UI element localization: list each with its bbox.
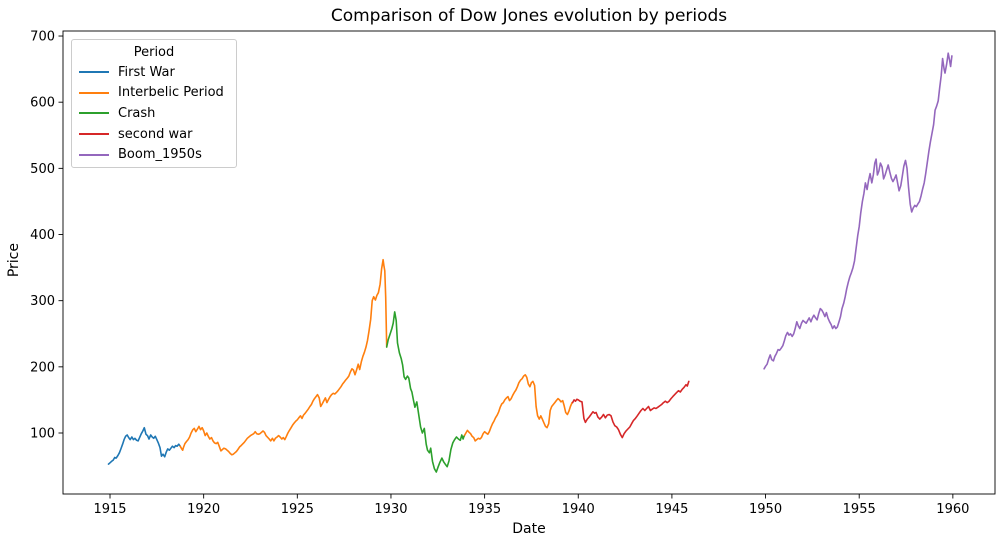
series-lines <box>107 52 953 473</box>
series-line-first-war <box>107 426 181 465</box>
y-tick-label: 600 <box>30 96 55 111</box>
x-tick-label: 1935 <box>468 502 501 517</box>
chart-title: Comparison of Dow Jones evolution by per… <box>330 6 728 26</box>
y-tick-label: 400 <box>30 228 55 243</box>
legend-item-boom-1950s: Boom_1950s <box>72 144 236 165</box>
series-line-crash <box>385 311 465 473</box>
x-tick-label: 1915 <box>93 502 126 517</box>
x-axis-label: Date <box>512 521 546 537</box>
legend-line-swatch-second-war <box>79 133 109 136</box>
legend-label: First War <box>118 64 175 80</box>
y-tick-label: 100 <box>30 426 55 441</box>
y-axis-ticks: 100 200 300 400 500 600 700 <box>30 30 63 441</box>
x-tick-label: 1955 <box>843 502 876 517</box>
x-tick-label: 1940 <box>562 502 595 517</box>
legend-item-first-war: First War <box>72 62 236 83</box>
x-tick-label: 1960 <box>936 502 969 517</box>
y-tick-label: 500 <box>30 162 55 177</box>
legend-label: second war <box>118 126 193 142</box>
series-line-boom-1950s <box>763 52 953 370</box>
x-tick-label: 1950 <box>749 502 782 517</box>
y-tick-label: 700 <box>30 30 55 45</box>
legend-title: Period <box>133 45 175 60</box>
series-line-interbelic-period <box>463 373 573 442</box>
x-axis-ticks: 1915 1920 1925 1930 1935 1940 1945 1950 1955 1960 <box>93 494 969 517</box>
x-tick-label: 1920 <box>187 502 220 517</box>
legend-line-swatch-crash <box>79 112 109 115</box>
legend-label: Crash <box>118 105 156 121</box>
legend-line-swatch-boom-1950s <box>79 153 109 156</box>
legend-item-second-war: second war <box>72 124 236 145</box>
series-line-second-war <box>571 380 690 439</box>
y-tick-label: 300 <box>30 294 55 309</box>
legend-items: First War Interbelic Period Crash second wa… <box>72 62 236 165</box>
legend-item-interbelic-period: Interbelic Period <box>72 83 236 104</box>
legend-label: Boom_1950s <box>118 147 202 163</box>
legend-label: Interbelic Period <box>118 85 224 101</box>
legend-line-swatch-interbelic-period <box>79 91 109 94</box>
legend-item-crash: Crash <box>72 103 236 124</box>
series-line-interbelic-period <box>179 258 388 456</box>
x-tick-label: 1925 <box>281 502 314 517</box>
axes-border <box>62 30 996 495</box>
x-tick-label: 1945 <box>655 502 688 517</box>
y-tick-label: 200 <box>30 360 55 375</box>
x-tick-label: 1930 <box>374 502 407 517</box>
legend: Period First War Interbelic Period Crash se… <box>71 39 237 168</box>
legend-line-swatch-first-war <box>79 71 109 74</box>
y-axis-label: Price <box>6 243 22 278</box>
